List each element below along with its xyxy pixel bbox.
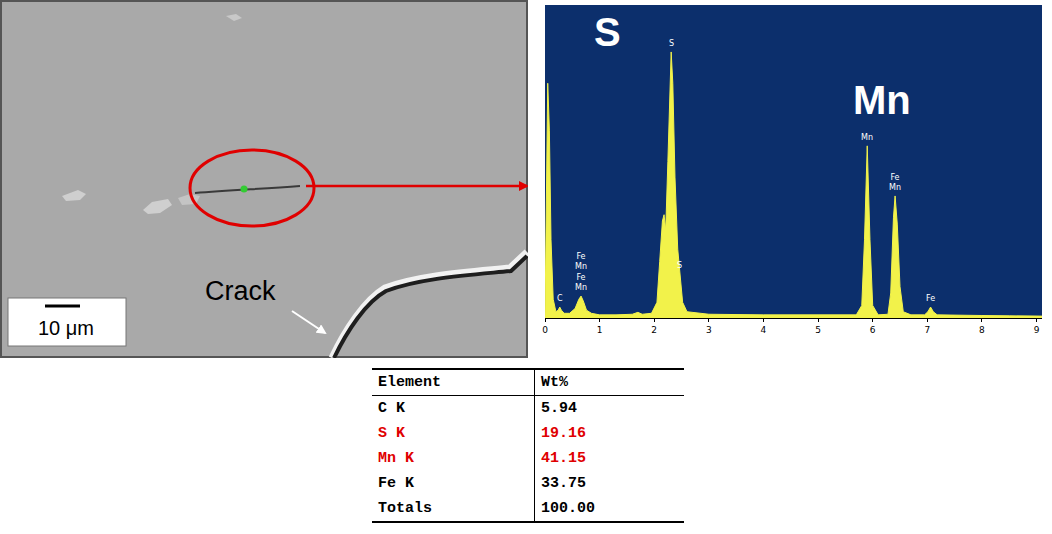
svg-text:2: 2 <box>651 325 657 335</box>
svg-text:4: 4 <box>761 325 767 335</box>
svg-text:9: 9 <box>1034 325 1040 335</box>
svg-text:S: S <box>677 261 682 270</box>
svg-text:8: 8 <box>979 325 985 335</box>
svg-text:Mn: Mn <box>853 78 911 122</box>
html-text:19.16: 19.16 <box>541 425 586 442</box>
html-text:Wt%: Wt% <box>541 374 568 391</box>
svg-text:0: 0 <box>542 325 548 335</box>
svg-text:FeMnFeMn: FeMnFeMn <box>575 252 587 292</box>
svg-text:Mn: Mn <box>861 133 873 142</box>
svg-text:7: 7 <box>924 325 930 335</box>
svg-text:3: 3 <box>706 325 712 335</box>
html-text:100.00: 100.00 <box>541 500 595 517</box>
svg-text:S: S <box>594 10 621 54</box>
html-text:33.75: 33.75 <box>541 475 586 492</box>
svg-text:5: 5 <box>815 325 821 335</box>
html-text:S K: S K <box>378 425 405 442</box>
html-text:5.94: 5.94 <box>541 400 577 417</box>
html-text:Fe K: Fe K <box>378 475 414 492</box>
svg-text:Crack: Crack <box>205 276 276 306</box>
svg-text:C: C <box>557 294 563 303</box>
html-text:41.15: 41.15 <box>541 450 586 467</box>
svg-text:Fe: Fe <box>926 294 935 303</box>
svg-text:FeMn: FeMn <box>889 173 901 192</box>
html-text:Totals: Totals <box>378 500 432 517</box>
svg-text:S: S <box>669 39 674 48</box>
html-text:Mn K: Mn K <box>378 450 414 467</box>
svg-text:1: 1 <box>597 325 603 335</box>
html-text:C K: C K <box>378 400 405 417</box>
html-text:Element: Element <box>378 374 441 391</box>
svg-text:10 μm: 10 μm <box>38 317 94 339</box>
svg-text:6: 6 <box>870 325 876 335</box>
